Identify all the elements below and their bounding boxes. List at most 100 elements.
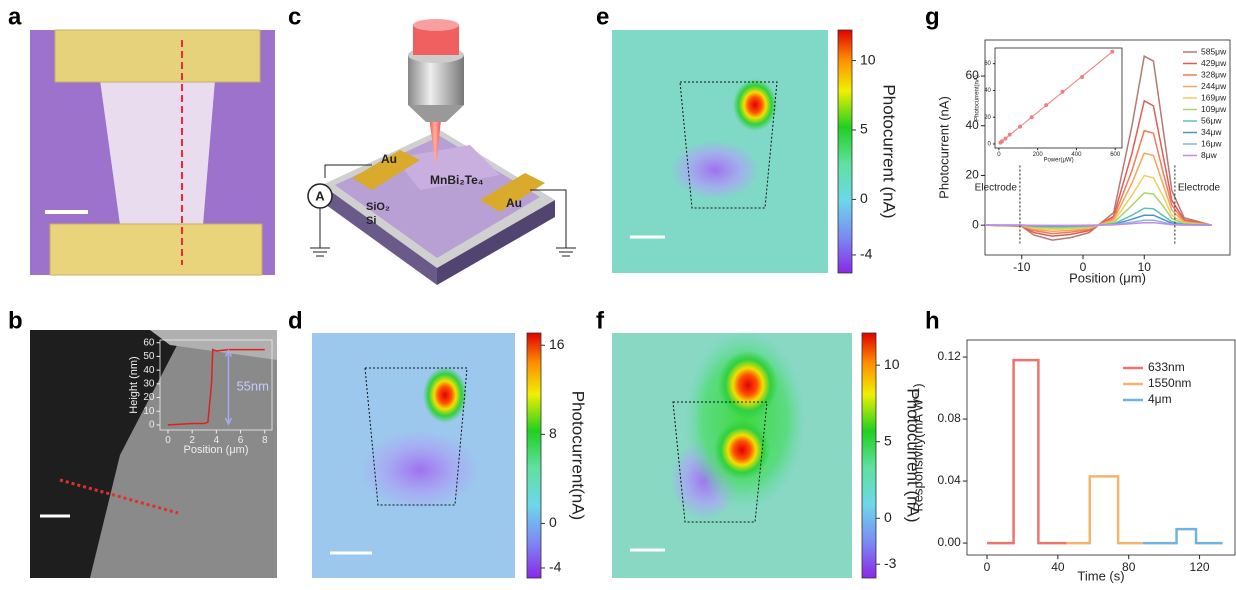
legend-label: 4μm: [1148, 392, 1172, 406]
colorbar-tick-label: 0: [884, 509, 892, 525]
colorbar-tick-label: 5: [884, 432, 892, 448]
y-tick-label: 20: [143, 392, 155, 403]
panel-label: d: [288, 307, 303, 334]
x-axis-label: Position (μm): [183, 444, 248, 456]
legend-label: 56μw: [1201, 115, 1222, 125]
y-tick-label: 0.08: [937, 411, 961, 425]
substrate-label: Si: [366, 215, 376, 227]
y-axis-label: Responsivity(mA W⁻¹): [910, 383, 925, 511]
panel-label: a: [8, 3, 22, 30]
y-axis-label: Height (nm): [128, 356, 140, 413]
annotation: Electrode: [1178, 183, 1221, 194]
y-tick-label: 10: [143, 406, 155, 417]
point: [1060, 90, 1064, 94]
electrode-label: Au: [506, 196, 522, 210]
y-tick-label: 50: [143, 351, 155, 362]
device-schematic: Au Au MnBi₂Te₄ SiO₂ Si A: [308, 19, 576, 285]
x-tick-label: 0: [165, 435, 171, 446]
panel-label: c: [288, 3, 301, 30]
annotation: Electrode: [975, 183, 1018, 194]
colorbar-tick-label: 0: [549, 514, 557, 530]
y-tick-label: 20: [984, 115, 991, 121]
point: [1080, 75, 1084, 79]
point: [1110, 50, 1114, 54]
y-tick-label: 0: [149, 420, 155, 431]
colorbar-tick-label: 0: [860, 190, 868, 206]
x-axis-label: Power(μW): [1043, 158, 1073, 164]
plot-frame: [995, 48, 1122, 148]
y-tick-label: 0: [988, 142, 992, 148]
ammeter-label: A: [315, 188, 325, 203]
colorbar-label: Photocurrent (nA): [880, 84, 899, 218]
y-tick-label: 40: [143, 365, 155, 376]
colorbar-tick-label: -4: [860, 246, 873, 262]
legend-label: 244μw: [1201, 81, 1227, 91]
series-line: [987, 360, 1067, 543]
x-axis-label: Position (μm): [1069, 270, 1146, 285]
substrate-label: SiO₂: [366, 201, 390, 213]
y-axis-label: Photocurrent (nA): [936, 96, 951, 199]
panel-label: h: [925, 307, 940, 334]
legend-label: 16μw: [1201, 138, 1222, 148]
y-tick-label: 40: [984, 88, 991, 94]
x-tick-label: 0: [984, 560, 991, 574]
annotation: 55nm: [236, 379, 269, 394]
point: [1000, 139, 1004, 143]
y-tick-label: 60: [143, 337, 155, 348]
y-tick-label: 20: [965, 168, 979, 182]
photocurrent-map: [612, 30, 828, 273]
page: Figure {"panel_labels": ["a", "b", "c", …: [0, 0, 1236, 590]
panel-label: b: [8, 307, 23, 334]
legend-label: 328μw: [1201, 69, 1227, 79]
body: Au Au MnBi₂Te₄ SiO₂ Si A a b c d e f g h…: [0, 0, 1236, 590]
plot-frame: [967, 340, 1235, 555]
y-axis-label: Photocurrent(nA): [975, 75, 981, 121]
electrode-label: Au: [381, 152, 397, 166]
figure: Au Au MnBi₂Te₄ SiO₂ Si A a b c d e f g h…: [0, 0, 1236, 590]
legend-label: 8μw: [1201, 150, 1218, 160]
legend-label: 34μw: [1201, 127, 1222, 137]
y-tick-label: 30: [143, 378, 155, 389]
point: [1030, 115, 1034, 119]
point: [1044, 103, 1048, 107]
y-tick-label: 0.04: [937, 473, 961, 487]
x-tick-label: -10: [1013, 260, 1031, 274]
x-tick-label: 200: [1033, 152, 1044, 158]
point: [1003, 137, 1007, 141]
colorbar-tick-label: 16: [549, 336, 565, 352]
point: [1008, 133, 1012, 137]
optical-image: [30, 30, 275, 275]
material-label: MnBi₂Te₄: [430, 173, 484, 187]
colorbar-label: Photocurrent(nA): [569, 391, 588, 520]
series-line: [1143, 529, 1223, 543]
series-line: [1067, 476, 1143, 543]
legend-label: 109μw: [1201, 104, 1227, 114]
colorbar: [862, 333, 876, 578]
photocurrent-map: [312, 333, 515, 578]
x-tick-label: 0: [997, 152, 1001, 158]
colorbar-tick-label: -3: [884, 555, 897, 571]
panel-label: e: [596, 3, 609, 30]
point: [1018, 125, 1022, 129]
legend-label: 633nm: [1148, 360, 1185, 374]
legend-label: 585μw: [1201, 46, 1227, 56]
colorbar-tick-label: 8: [549, 425, 557, 441]
legend-label: 429μw: [1201, 58, 1227, 68]
legend-label: 169μw: [1201, 92, 1227, 102]
colorbar-tick-label: 10: [860, 51, 876, 67]
colorbar: [527, 333, 541, 578]
x-tick-label: 8: [262, 435, 268, 446]
colorbar-tick-label: 10: [884, 356, 900, 372]
panel-label: f: [596, 307, 605, 334]
photocurrent-map: [612, 330, 852, 578]
colorbar: [838, 30, 852, 273]
x-tick-label: 40: [1051, 560, 1065, 574]
y-tick-label: 60: [984, 61, 991, 67]
colorbar-tick-label: -4: [549, 559, 562, 575]
panel-label: g: [925, 3, 940, 30]
x-tick-label: 600: [1110, 152, 1121, 158]
legend-label: 1550nm: [1148, 376, 1191, 390]
y-tick-label: 0: [972, 217, 979, 231]
colorbar-tick-label: 5: [860, 121, 868, 137]
x-tick-label: 120: [1190, 560, 1210, 574]
